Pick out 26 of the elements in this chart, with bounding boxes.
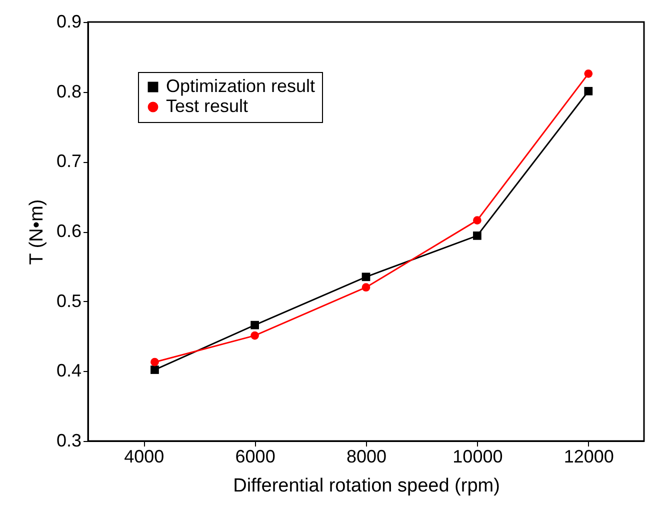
point bbox=[150, 366, 159, 374]
point bbox=[250, 331, 259, 340]
point bbox=[250, 320, 259, 330]
point bbox=[584, 86, 593, 96]
x-axis-title: Differential rotation speed (rpm) bbox=[233, 476, 500, 496]
point bbox=[584, 70, 593, 78]
x-tick-label: 12000 bbox=[564, 446, 614, 466]
point bbox=[362, 272, 370, 282]
y-tick-label: 0.9 bbox=[56, 12, 82, 32]
legend-label: Optimization result bbox=[166, 76, 316, 96]
y-tick-label: 0.7 bbox=[56, 151, 82, 172]
x-tick-label: 10000 bbox=[452, 446, 503, 466]
x-tick-label: 4000 bbox=[124, 446, 164, 466]
y-tick-label: 0.4 bbox=[56, 360, 82, 381]
point bbox=[473, 232, 482, 240]
x-tick-label: 8000 bbox=[346, 446, 387, 466]
y-tick-label: 0.5 bbox=[56, 290, 82, 311]
point bbox=[473, 216, 482, 224]
point bbox=[150, 358, 159, 366]
y-tick-label: 0.6 bbox=[56, 221, 82, 241]
legend-label: Test result bbox=[166, 96, 248, 116]
y-axis-title: T (N•m) bbox=[26, 199, 48, 265]
point bbox=[362, 283, 370, 292]
y-tick-label: 0.3 bbox=[56, 430, 82, 450]
x-tick-label: 6000 bbox=[235, 446, 276, 466]
y-tick-label: 0.8 bbox=[56, 81, 82, 102]
